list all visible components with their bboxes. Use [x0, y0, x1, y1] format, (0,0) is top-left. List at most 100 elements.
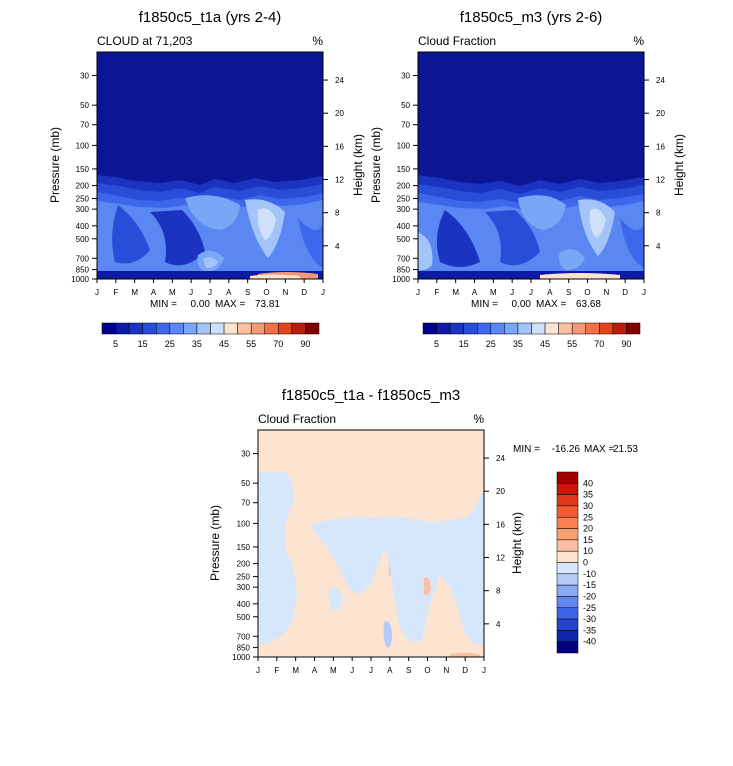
panel-3-colorbar-label: 35 — [583, 490, 593, 500]
panel-3-colorbar-label: 20 — [583, 524, 593, 534]
panel-3-colorbar-label: 15 — [583, 535, 593, 545]
panel-1-subtitle-right: % — [312, 34, 323, 48]
panel-1-blob-2 — [150, 210, 205, 266]
panel-3-y-axis-right: Height (km) 24 20 16 12 8 4 — [484, 454, 524, 629]
panel-1-x-tick-label: S — [245, 288, 250, 297]
panel-1-pressure-tick-label: 150 — [76, 165, 90, 174]
panel-2-colorbar-swatch — [585, 322, 600, 335]
panel-1-colorbar-swatch — [156, 322, 171, 335]
panel-3-x-tick-label: A — [387, 666, 393, 675]
panel-3-colorbar-label: -25 — [583, 603, 596, 613]
panel-3-height-tick-label: 8 — [496, 587, 501, 596]
panel-3-pressure-tick-label: 250 — [237, 573, 251, 582]
panel-2-subtitle-left: Cloud Fraction — [418, 34, 496, 48]
panel-2-contour-field — [418, 52, 644, 279]
panel-1-x-tick-label: J — [95, 288, 99, 297]
panel-2-height-tick-label: 4 — [656, 242, 661, 251]
panel-1-pressure-tick-label: 250 — [76, 195, 90, 204]
panel-3-colorbar-label: -30 — [583, 614, 596, 624]
panel-1-x-tick-label: A — [151, 288, 157, 297]
panel-3-height-tick-label: 16 — [496, 520, 505, 529]
panel-3-colorbar-label: 40 — [583, 478, 593, 488]
panel-3-min-label: MIN = — [513, 444, 540, 455]
panel-2-blob-7 — [558, 249, 585, 270]
panel-1-colorbar-label: 5 — [113, 339, 118, 349]
panel-1-colorbar-label: 70 — [273, 339, 283, 349]
panel-1-colorbar-swatch — [250, 322, 265, 335]
panel-1-height-ticks: 24 20 16 12 8 4 — [323, 76, 344, 251]
panel-2-colorbar-swatch — [477, 322, 492, 335]
panel-2-pressure-tick-label: 30 — [401, 72, 410, 81]
panel-2-colorbar-swatch — [626, 322, 641, 335]
panel-3-x-tick-label: S — [406, 666, 411, 675]
panel-2-colorbar-swatch — [531, 322, 546, 335]
panel-3-height-ticks: 24 20 16 12 8 4 — [484, 454, 505, 629]
panel-2-pressure-tick-label: 200 — [397, 182, 411, 191]
panel-1: f1850c5_t1a (yrs 2-4) CLOUD at 71,203 % … — [48, 9, 365, 349]
panel-3-min-value: -16.26 — [552, 444, 581, 455]
panel-1-x-tick-label: A — [226, 288, 232, 297]
panel-1-blob-3 — [185, 195, 240, 230]
panel-1-x-tick-label: J — [189, 288, 193, 297]
panel-1-colorbar-swatch — [278, 322, 293, 335]
panel-2-pressure-tick-label: 150 — [397, 165, 411, 174]
panel-1-colorbar-swatch — [305, 322, 320, 335]
panel-1-surface-hot-2 — [250, 274, 300, 279]
panel-1-max-value: 73.81 — [255, 299, 280, 310]
panel-3-colorbar-swatch — [556, 630, 579, 642]
panel-2-height-ticks: 24 20 16 12 8 4 — [644, 76, 665, 251]
panel-3-pressure-tick-label: 50 — [241, 479, 250, 488]
panel-3-contour-field — [258, 430, 484, 657]
panel-3-colorbar-label: 0 — [583, 558, 588, 568]
panel-3-pressure-tick-label: 150 — [237, 543, 251, 552]
panel-2-colorbar-swatch — [449, 322, 464, 335]
panel-2-height-tick-label: 16 — [656, 142, 665, 151]
panel-1-colorbar-swatch — [210, 322, 225, 335]
panel-2-pressure-tick-label: 70 — [401, 121, 410, 130]
panel-3-x-tick-label: N — [443, 666, 449, 675]
panel-3-colorbar-swatch — [556, 528, 579, 541]
panel-3-pos-band-bottom — [258, 652, 484, 657]
panel-3-x-tick-label: O — [424, 666, 430, 675]
panel-3-pos-spot-1 — [424, 577, 431, 596]
panel-3-colorbar-swatch — [556, 584, 579, 597]
panel-2-x-tick-label: F — [434, 288, 439, 297]
panel-3-colorbar-swatch — [556, 607, 579, 620]
panel-1-x-tick-label: N — [282, 288, 288, 297]
panel-2-blob-8 — [620, 218, 644, 268]
panel-2-colorbar: 5 15 25 35 45 55 70 90 — [422, 322, 641, 349]
panel-2: f1850c5_m3 (yrs 2-6) Cloud Fraction % Pr… — [369, 9, 686, 349]
panel-2-colorbar-label: 90 — [621, 339, 631, 349]
panel-1-contour-field — [97, 52, 323, 279]
panel-1-pressure-tick-label: 850 — [76, 266, 90, 275]
panel-2-colorbar-label: 15 — [459, 339, 469, 349]
panel-3-colorbar-swatch — [556, 494, 579, 507]
panel-3-colorbar-label: -35 — [583, 625, 596, 635]
panel-3-pressure-tick-label: 100 — [237, 519, 251, 528]
panel-3-colorbar-label: 10 — [583, 546, 593, 556]
panel-1-blob-5 — [257, 208, 276, 240]
panel-1-colorbar-swatch — [115, 322, 130, 335]
panel-2-blob-1 — [436, 210, 480, 267]
panel-2-x-tick-label: D — [622, 288, 628, 297]
panel-3-colorbar-swatch — [556, 550, 579, 563]
panel-3-subtitle-right: % — [473, 412, 484, 426]
panel-3-pressure-tick-label: 70 — [241, 499, 250, 508]
panel-2-x-tick-label: J — [642, 288, 646, 297]
panel-1-x-tick-label: M — [169, 288, 176, 297]
panel-3-colorbar-swatch — [556, 539, 579, 552]
panel-3-neg-region-2 — [310, 490, 484, 646]
panel-1-height-tick-label: 16 — [335, 142, 344, 151]
panel-2-blob-3 — [518, 195, 566, 230]
panel-3-pressure-tick-label: 300 — [237, 583, 251, 592]
panel-1-colorbar-swatch — [223, 322, 238, 335]
panel-2-x-tick-label: O — [584, 288, 590, 297]
